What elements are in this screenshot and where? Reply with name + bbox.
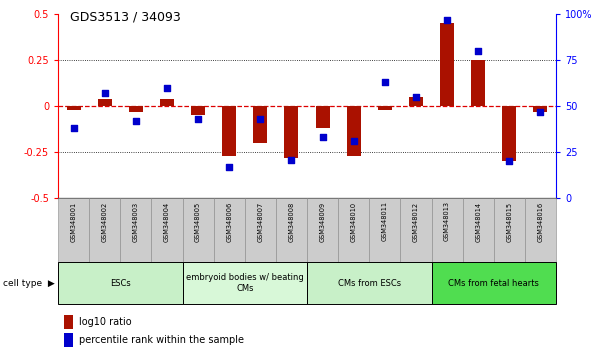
- Bar: [307, 198, 338, 262]
- Point: [411, 94, 421, 100]
- Text: CMs from ESCs: CMs from ESCs: [338, 279, 401, 288]
- Bar: [285, 106, 298, 158]
- Point: [193, 116, 203, 122]
- Point: [536, 109, 546, 115]
- Bar: [160, 99, 174, 106]
- Bar: [346, 106, 360, 156]
- Bar: [409, 97, 423, 106]
- Point: [287, 157, 296, 162]
- Text: GSM348001: GSM348001: [71, 201, 76, 241]
- Bar: [533, 106, 547, 112]
- Bar: [58, 262, 183, 304]
- Text: GSM348003: GSM348003: [133, 201, 139, 241]
- Point: [68, 125, 78, 131]
- Bar: [494, 198, 525, 262]
- Text: GDS3513 / 34093: GDS3513 / 34093: [70, 11, 181, 24]
- Text: CMs from fetal hearts: CMs from fetal hearts: [448, 279, 539, 288]
- Bar: [191, 106, 205, 115]
- Text: GSM348016: GSM348016: [538, 201, 543, 241]
- Point: [100, 91, 109, 96]
- Bar: [222, 106, 236, 156]
- Bar: [369, 198, 400, 262]
- Bar: [152, 198, 183, 262]
- Text: GSM348010: GSM348010: [351, 201, 357, 241]
- Bar: [67, 106, 81, 110]
- Bar: [276, 198, 307, 262]
- Bar: [129, 106, 143, 112]
- Point: [318, 135, 327, 140]
- Point: [474, 48, 483, 54]
- Point: [131, 118, 141, 124]
- Point: [349, 138, 359, 144]
- Bar: [245, 198, 276, 262]
- Bar: [316, 106, 329, 128]
- Text: GSM348015: GSM348015: [507, 201, 513, 241]
- Text: embryoid bodies w/ beating
CMs: embryoid bodies w/ beating CMs: [186, 274, 304, 293]
- Bar: [89, 198, 120, 262]
- Text: log10 ratio: log10 ratio: [79, 317, 132, 327]
- Point: [380, 79, 390, 85]
- Bar: [400, 198, 431, 262]
- Bar: [98, 99, 112, 106]
- Text: GSM348014: GSM348014: [475, 201, 481, 241]
- Bar: [378, 106, 392, 110]
- Bar: [307, 262, 431, 304]
- Bar: [58, 198, 89, 262]
- Point: [505, 159, 514, 164]
- Bar: [431, 262, 556, 304]
- Bar: [338, 198, 369, 262]
- Bar: [120, 198, 152, 262]
- Text: GSM348006: GSM348006: [226, 201, 232, 242]
- Text: GSM348011: GSM348011: [382, 201, 388, 241]
- Bar: [440, 23, 454, 106]
- Text: GSM348007: GSM348007: [257, 201, 263, 242]
- Text: GSM348012: GSM348012: [413, 201, 419, 241]
- Point: [255, 116, 265, 122]
- Text: cell type  ▶: cell type ▶: [3, 279, 55, 288]
- Text: ESCs: ESCs: [110, 279, 131, 288]
- Bar: [431, 198, 463, 262]
- Text: GSM348013: GSM348013: [444, 201, 450, 241]
- Point: [162, 85, 172, 91]
- Bar: [502, 106, 516, 161]
- Point: [224, 164, 234, 170]
- Text: GSM348005: GSM348005: [195, 201, 201, 242]
- Bar: [463, 198, 494, 262]
- Bar: [214, 198, 245, 262]
- Bar: [183, 262, 307, 304]
- Point: [442, 17, 452, 23]
- Bar: [525, 198, 556, 262]
- Bar: [183, 198, 214, 262]
- Text: GSM348002: GSM348002: [101, 201, 108, 242]
- Text: GSM348004: GSM348004: [164, 201, 170, 242]
- Text: GSM348008: GSM348008: [288, 201, 295, 242]
- Text: percentile rank within the sample: percentile rank within the sample: [79, 335, 244, 345]
- Bar: [254, 106, 268, 143]
- Bar: [471, 60, 485, 106]
- Text: GSM348009: GSM348009: [320, 201, 326, 241]
